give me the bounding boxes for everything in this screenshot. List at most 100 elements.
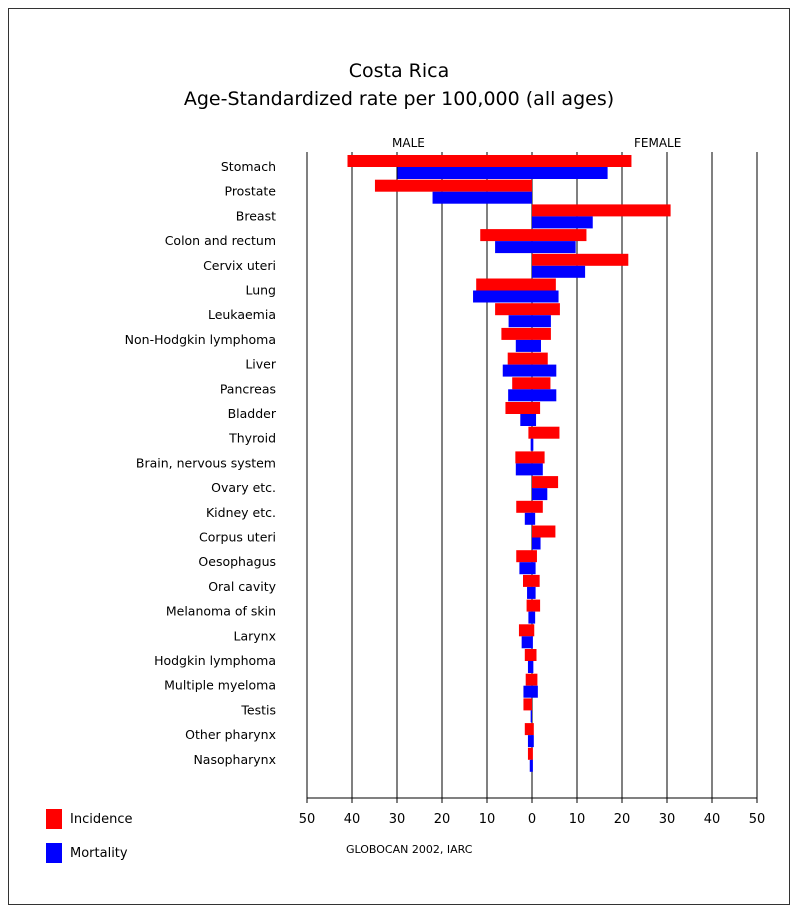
bar-incidence-female-18 [532,574,540,587]
bar-mortality-male-13 [515,463,532,476]
bar-incidence-female-12 [532,426,560,439]
bar-mortality-female-25 [532,759,533,772]
bar-mortality-male-1 [397,167,532,179]
bar-incidence-female-13 [532,451,545,464]
bar-incidence-male-10 [512,377,532,390]
x-tick-label-2: 30 [389,812,406,827]
bar-mortality-female-11 [532,414,537,426]
category-label-19: Melanoma of skin [166,604,276,619]
bar-incidence-male-22 [525,673,532,686]
category-label-20: Larynx [234,628,276,643]
category-label-14: Ovary etc. [211,480,276,495]
category-label-17: Oesophagus [198,554,276,569]
category-label-22: Multiple myeloma [164,678,276,693]
bar-incidence-female-1 [532,155,632,167]
bar-incidence-female-15 [532,500,543,513]
bar-mortality-male-11 [520,414,532,426]
x-tick-label-3: 20 [434,812,451,827]
bar-mortality-female-4 [532,241,576,254]
legend-label-mortality: Mortality [70,845,128,861]
bar-incidence-male-25 [527,747,532,760]
bar-mortality-female-3 [532,216,593,229]
bar-incidence-male-17 [516,550,532,563]
bar-incidence-female-3 [532,204,671,217]
legend-item-incidence: Incidence [46,809,132,829]
x-tick-label-0: 50 [299,812,316,827]
bar-incidence-female-11 [532,402,541,414]
category-label-13: Brain, nervous system [136,455,276,470]
bar-incidence-male-7 [495,303,532,316]
bar-mortality-female-19 [532,611,536,624]
bar-incidence-male-4 [480,229,532,242]
bar-incidence-female-21 [532,649,537,661]
bar-incidence-female-6 [532,278,556,291]
bar-incidence-male-11 [505,402,532,414]
legend-swatch-incidence [46,809,62,829]
category-label-18: Oral cavity [208,579,276,594]
bar-incidence-male-15 [516,500,532,513]
legend-swatch-mortality [46,843,62,863]
bar-incidence-female-16 [532,525,556,538]
bar-mortality-male-12 [530,438,532,451]
chart-subtitle: Age-Standardized rate per 100,000 (all a… [183,88,615,110]
category-label-23: Testis [240,702,276,717]
x-tick-label-7: 20 [614,812,631,827]
category-label-5: Cervix uteri [203,258,276,273]
legend-item-mortality: Mortality [46,843,128,863]
bar-mortality-male-7 [508,315,532,328]
bar-incidence-male-2 [374,179,532,192]
category-label-9: Liver [245,357,277,372]
bar-mortality-female-12 [532,438,534,451]
bar-mortality-male-15 [524,512,532,525]
bar-incidence-female-17 [532,550,537,563]
bar-incidence-female-20 [532,624,535,637]
x-tick-label-9: 40 [704,812,721,827]
bar-incidence-female-24 [532,723,534,736]
x-tick-label-8: 30 [659,812,676,827]
category-label-3: Breast [236,208,276,223]
category-label-12: Thyroid [228,431,276,446]
category-label-15: Kidney etc. [206,505,276,520]
bar-mortality-female-20 [532,636,533,649]
male-label: MALE [392,136,425,150]
bar-incidence-female-19 [532,599,541,612]
category-label-6: Lung [245,283,276,298]
bar-mortality-female-17 [532,562,536,575]
bar-mortality-male-23 [530,710,532,723]
bar-mortality-female-13 [532,463,543,476]
bar-mortality-male-17 [519,562,532,575]
legend-label-incidence: Incidence [70,811,133,827]
bar-mortality-female-24 [532,735,534,748]
category-label-1: Stomach [221,159,276,174]
bar-mortality-male-8 [515,339,532,352]
chart-title: Costa Rica [348,60,450,82]
bar-mortality-male-18 [527,586,532,599]
bar-mortality-male-6 [473,290,532,303]
x-tick-label-4: 10 [479,812,496,827]
category-label-7: Leukaemia [208,307,276,322]
category-label-4: Colon and rectum [165,233,276,248]
x-tick-label-6: 10 [569,812,586,827]
bar-incidence-female-14 [532,476,559,489]
category-label-25: Nasopharynx [193,752,276,767]
bar-mortality-female-16 [532,537,541,550]
bar-mortality-female-14 [532,488,548,501]
source-credit: GLOBOCAN 2002, IARC [346,843,473,856]
category-label-24: Other pharynx [185,727,276,742]
bar-incidence-male-1 [347,155,532,167]
female-label: FEMALE [634,136,682,150]
bar-incidence-male-9 [507,352,532,365]
bar-incidence-female-9 [532,352,548,365]
bar-mortality-male-19 [528,611,532,624]
bar-mortality-male-20 [521,636,532,649]
bar-mortality-female-10 [532,389,557,402]
category-label-21: Hodgkin lymphoma [154,653,276,668]
bar-mortality-male-2 [432,191,532,204]
bar-mortality-female-1 [532,167,608,179]
bar-incidence-female-25 [532,747,533,760]
category-label-11: Bladder [228,406,277,421]
x-tick-label-10: 50 [749,812,766,827]
bar-incidence-male-19 [526,599,532,612]
bar-incidence-male-18 [523,574,532,587]
